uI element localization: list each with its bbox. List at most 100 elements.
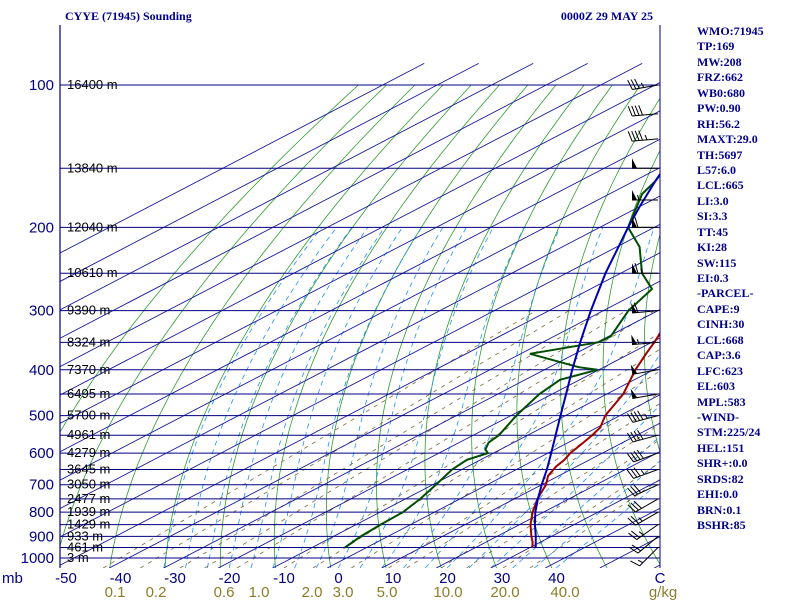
moist-adiabat	[207, 227, 353, 568]
barb-flag	[631, 544, 642, 552]
isotherm	[436, 450, 660, 568]
mixing-ratio-label: 40.0	[550, 584, 579, 600]
isotherm	[109, 280, 660, 568]
wind-barb	[632, 158, 658, 169]
isotherm	[60, 62, 588, 339]
wind-barb	[626, 467, 659, 479]
isotherm	[60, 138, 660, 453]
barb-flag	[627, 106, 633, 117]
mixing-ratio-label: 5.0	[377, 584, 398, 600]
pressure-unit-label: mb	[2, 570, 23, 587]
barb-flag	[627, 131, 633, 142]
barb-half-flag	[640, 82, 645, 88]
dry-adiabat	[219, 84, 472, 568]
pressure-tick-label: 900	[29, 528, 54, 545]
barb-flag	[626, 469, 634, 479]
mixing-ratio-label: 0.6	[214, 584, 235, 600]
wind-barb	[627, 130, 659, 142]
barb-staff	[637, 535, 659, 554]
isotherm	[60, 167, 660, 481]
isotherm	[327, 394, 660, 568]
stat-line: L57:6.0	[697, 162, 736, 177]
barb-flag	[638, 105, 644, 116]
height-label: 10610 m	[67, 265, 118, 280]
pressure-tick-label: 1000	[21, 550, 54, 567]
temperature-tick-label: 30	[494, 570, 511, 587]
isotherm	[381, 422, 660, 568]
wind-barb	[627, 498, 659, 513]
wind-barb	[631, 334, 659, 346]
dry-adiabat	[643, 233, 660, 454]
height-label: 13840 m	[67, 160, 118, 175]
barb-flag	[629, 546, 639, 554]
barb-pennant	[630, 388, 638, 399]
barb-flag	[631, 105, 637, 116]
isotherm	[163, 309, 660, 568]
barb-half-flag	[644, 134, 648, 141]
pressure-tick-label: 400	[29, 362, 54, 379]
mixing-ratio-line	[204, 310, 627, 568]
moist-adiabat	[316, 227, 444, 568]
barb-half-flag	[638, 531, 644, 536]
height-label: 9390 m	[67, 303, 110, 318]
barb-flag	[633, 484, 642, 494]
barb-flag	[634, 78, 640, 89]
mixing-ratio-line	[441, 423, 660, 568]
isotherm	[60, 81, 660, 396]
barb-flag	[628, 532, 638, 540]
barb-flag	[634, 263, 639, 274]
barb-pennant	[632, 217, 637, 228]
barb-flag	[627, 517, 636, 526]
temperature-tick-label: 0	[334, 570, 342, 587]
stat-line: TH:5697	[697, 147, 743, 162]
barb-half-flag	[644, 413, 648, 419]
barb-flag	[634, 130, 640, 141]
barb-flag	[633, 411, 641, 421]
barb-flag	[637, 430, 644, 440]
barb-flag	[630, 560, 640, 567]
barb-half-flag	[640, 469, 645, 475]
barb-flag	[634, 217, 639, 228]
stat-line: CAP:3.6	[697, 348, 741, 363]
barb-flag	[630, 515, 639, 524]
stat-line: PW:0.90	[697, 101, 741, 116]
temperature-tick-label: 20	[439, 570, 456, 587]
barb-flag	[626, 453, 634, 463]
moist-adiabat	[294, 227, 423, 568]
wind-barb	[626, 410, 659, 423]
stat-line: CAPE:9	[697, 301, 740, 316]
isotherm	[60, 252, 660, 566]
temperature-tick-label: -20	[219, 570, 241, 587]
stat-line: CINH:30	[697, 317, 745, 332]
wind-barb	[626, 430, 659, 443]
height-label: 4279 m	[67, 445, 110, 460]
moist-adiabat	[272, 227, 403, 568]
isotherm	[60, 195, 660, 510]
temperature-tick-label: -30	[164, 570, 186, 587]
stat-line: EI:0.3	[697, 271, 729, 285]
moist-adiabat	[555, 481, 660, 568]
moist-adiabat	[250, 227, 385, 568]
barb-staff	[632, 113, 659, 117]
stat-line: SI:3.3	[697, 209, 728, 224]
barb-flag	[630, 79, 637, 90]
stat-line: SW:115	[697, 255, 737, 270]
height-label: 6495 m	[67, 386, 110, 401]
isotherm	[490, 479, 660, 568]
temperature-tick-label: -10	[273, 570, 295, 587]
barb-staff	[636, 524, 659, 540]
dry-adiabat	[516, 84, 641, 568]
barb-flag	[636, 449, 644, 459]
wind-barb	[632, 263, 658, 274]
isotherm	[60, 110, 660, 424]
isotherm	[60, 62, 479, 282]
isotherm	[60, 62, 534, 311]
pressure-tick-label: 300	[29, 303, 54, 320]
moist-adiabat	[228, 227, 369, 568]
stat-line: MAXT:29.0	[697, 132, 758, 147]
dry-adiabat	[109, 84, 416, 568]
temperature-tick-label: -40	[110, 570, 132, 587]
barb-staff	[632, 434, 659, 443]
barb-staff	[633, 452, 659, 463]
